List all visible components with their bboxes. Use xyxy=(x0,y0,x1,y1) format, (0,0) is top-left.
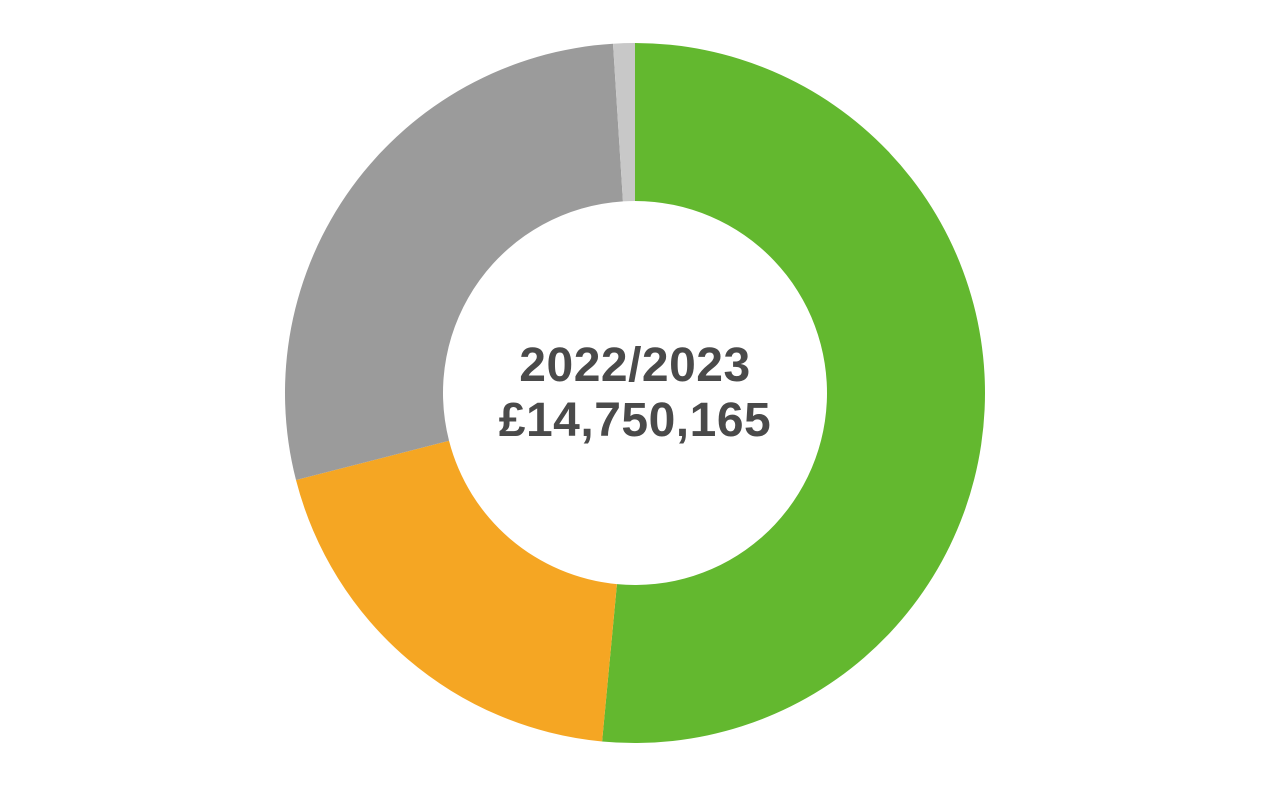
center-line-1: 2022/2023 xyxy=(499,338,771,393)
center-line-2: £14,750,165 xyxy=(499,393,771,448)
donut-chart-container: 2022/2023 £14,750,165 xyxy=(0,0,1270,786)
chart-center-label: 2022/2023 £14,750,165 xyxy=(499,338,771,448)
donut-slice-orange xyxy=(296,441,617,742)
